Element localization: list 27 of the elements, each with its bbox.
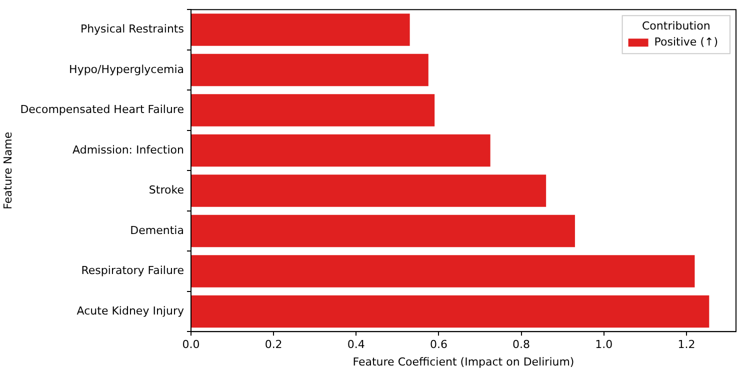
bar bbox=[191, 174, 546, 207]
bar bbox=[191, 134, 490, 167]
x-tick-label: 1.0 bbox=[595, 338, 613, 352]
bar bbox=[191, 214, 575, 248]
y-tick-label: Respiratory Failure bbox=[81, 264, 184, 278]
legend-label: Positive (↑) bbox=[654, 35, 718, 48]
y-tick-label: Dementia bbox=[130, 224, 184, 237]
y-tick-label: Decompensated Heart Failure bbox=[20, 103, 184, 116]
bar bbox=[191, 255, 695, 288]
bar bbox=[191, 14, 410, 46]
x-tick-label: 0.2 bbox=[264, 338, 282, 352]
bar bbox=[191, 295, 710, 328]
x-tick-label: 0.8 bbox=[512, 338, 530, 352]
y-tick-label: Stroke bbox=[148, 184, 184, 197]
y-axis-title: Feature Name bbox=[1, 132, 14, 210]
x-tick-label: 1.2 bbox=[678, 338, 696, 352]
bar bbox=[191, 54, 428, 86]
y-tick-label: Admission: Infection bbox=[72, 143, 184, 156]
x-tick-label: 0.4 bbox=[347, 338, 365, 352]
legend-title: Contribution bbox=[642, 19, 710, 32]
x-tick-label: 0.0 bbox=[182, 338, 200, 352]
y-tick-label: Hypo/Hyperglycemia bbox=[69, 62, 184, 76]
x-tick-label: 0.6 bbox=[430, 338, 448, 352]
x-axis-title: Feature Coefficient (Impact on Delirium) bbox=[352, 355, 574, 368]
y-tick-label: Physical Restraints bbox=[80, 22, 184, 36]
bar bbox=[191, 94, 435, 126]
y-tick-label: Acute Kidney Injury bbox=[76, 304, 184, 318]
